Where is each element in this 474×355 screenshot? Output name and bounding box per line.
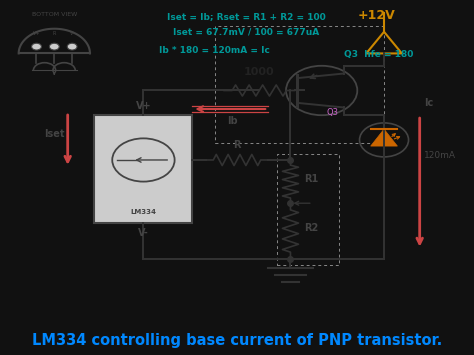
Text: LM334 controlling base current of PNP transistor.: LM334 controlling base current of PNP tr… — [32, 333, 442, 348]
Text: Q3: Q3 — [326, 108, 338, 117]
Text: 1000: 1000 — [244, 67, 274, 77]
Text: Iset = Ib; Rset = R1 + R2 = 100: Iset = Ib; Rset = R1 + R2 = 100 — [166, 12, 325, 21]
Text: Iset: Iset — [44, 129, 64, 139]
Text: R: R — [233, 140, 241, 149]
Text: Iset = 67.7mV / 100 = 677uA: Iset = 67.7mV / 100 = 677uA — [173, 28, 319, 37]
Text: Ib: Ib — [227, 116, 238, 126]
Bar — [215, 26, 384, 143]
Text: LM334: LM334 — [130, 209, 156, 215]
Text: V+: V+ — [33, 31, 40, 36]
Text: +12V: +12V — [357, 10, 395, 22]
Text: Ib * 180 = 120mA = Ic: Ib * 180 = 120mA = Ic — [159, 47, 270, 55]
Text: R2: R2 — [304, 223, 318, 233]
Text: Ic: Ic — [424, 98, 433, 108]
Circle shape — [49, 43, 59, 50]
Text: BOTTOM VIEW: BOTTOM VIEW — [32, 12, 77, 17]
Text: V+: V+ — [136, 101, 151, 111]
Circle shape — [67, 43, 77, 50]
Bar — [277, 154, 339, 265]
Text: R1: R1 — [304, 174, 318, 184]
Polygon shape — [371, 129, 397, 146]
Text: V-: V- — [70, 31, 74, 36]
Bar — [94, 115, 192, 223]
Text: V-: V- — [138, 228, 149, 237]
Text: Q3  hfe = 180: Q3 hfe = 180 — [344, 49, 413, 59]
Text: R: R — [53, 31, 56, 36]
Text: 120mA: 120mA — [424, 152, 456, 160]
Circle shape — [32, 43, 41, 50]
